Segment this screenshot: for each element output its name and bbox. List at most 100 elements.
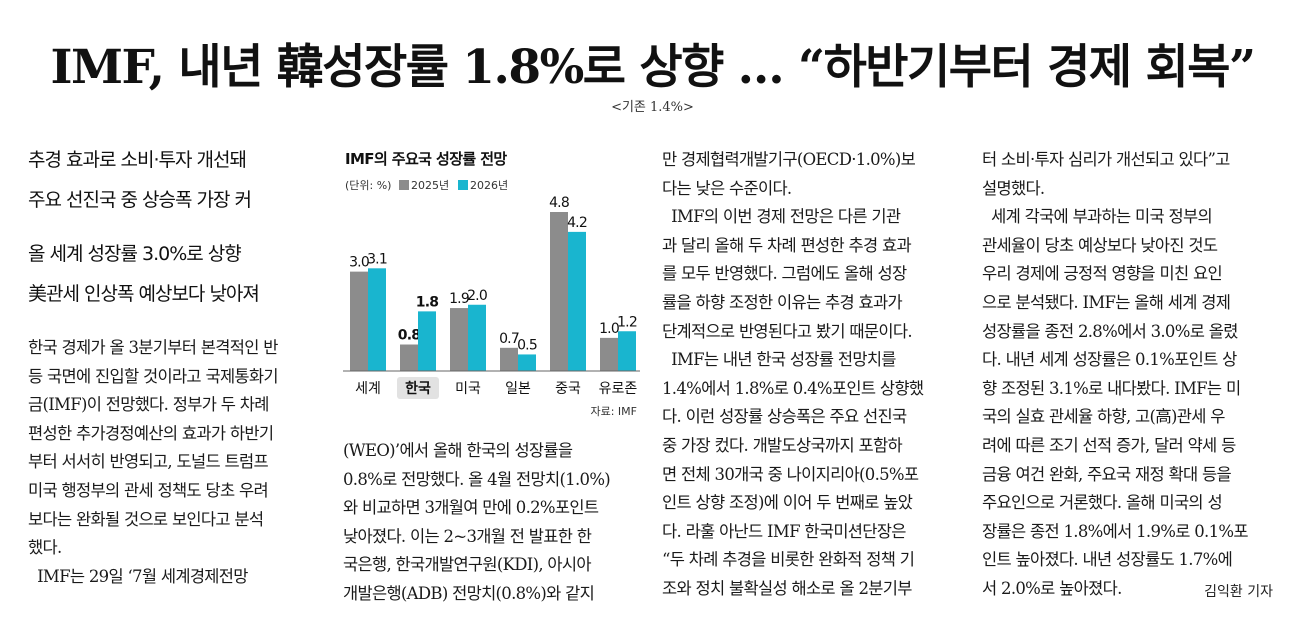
bar-중국-2025년 bbox=[550, 212, 568, 371]
bar-value-label: 1.0 bbox=[599, 321, 619, 337]
byline: 김익환 기자 bbox=[1204, 584, 1273, 600]
highlight-category-box bbox=[397, 377, 439, 399]
text-line: “두 차례 추경을 비롯한 완화적 정책 기 bbox=[662, 550, 915, 570]
bar-미국-2026년 bbox=[468, 304, 486, 371]
subhead-2: 주요 선진국 중 상승폭 가장 커 bbox=[28, 189, 252, 211]
bar-일본-2025년 bbox=[500, 347, 518, 371]
text-line: 다는 낮은 수준이다. bbox=[662, 178, 792, 198]
text-line: IMF는 내년 한국 성장률 전망치를 bbox=[662, 350, 896, 370]
bar-value-label: 4.8 bbox=[549, 195, 569, 211]
category-label: 중국 bbox=[555, 381, 581, 397]
text-line: 관세율이 당초 예상보다 낮아진 것도 bbox=[982, 235, 1218, 255]
text-line: 등 국면에 진입할 것이라고 국제통화기 bbox=[28, 366, 279, 386]
text-line: 금(IMF)이 전망했다. 정부가 두 차례 bbox=[28, 395, 269, 415]
text-line: 를 모두 반영했다. 그럼에도 올해 성장 bbox=[662, 264, 907, 284]
text-line: 국은행, 한국개발연구원(KDI), 아시아 bbox=[343, 555, 592, 575]
text-line: 낮아졌다. 이는 2~3개월 전 발표한 한 bbox=[343, 526, 592, 546]
category-label: 일본 bbox=[505, 381, 531, 397]
growth-chart-svg: IMF의 주요국 성장률 전망 (단위: %) 2025년 2026년 3.03… bbox=[343, 150, 640, 418]
column-2-body: (WEO)’에서 올해 한국의 성장률을 0.8%로 전망했다. 올 4월 전망… bbox=[343, 437, 640, 609]
bar-세계-2025년 bbox=[350, 271, 368, 371]
text-line: 으로 분석됐다. IMF는 올해 세계 경제 bbox=[982, 292, 1231, 312]
text-line: 인트 상향 조정)에 이어 두 번째로 높았 bbox=[662, 493, 913, 513]
text-line: 성장률을 종전 2.8%에서 3.0%로 올렸 bbox=[982, 321, 1238, 341]
text-line: 다. 라훌 아난드 IMF 한국미션단장은 bbox=[662, 521, 906, 541]
text-line: IMF는 29일 ‘7월 세계경제전망 bbox=[28, 566, 248, 586]
text-line: 단계적으로 반영된다고 봤기 때문이다. bbox=[662, 321, 913, 341]
category-label: 한국 bbox=[405, 381, 431, 397]
bar-value-label: 1.9 bbox=[449, 291, 469, 307]
bar-value-label: 4.2 bbox=[567, 215, 587, 231]
category-label: 세계 bbox=[355, 381, 381, 397]
column-1: 추경 효과로 소비·투자 개선돼 주요 선진국 중 상승폭 가장 커 올 세계 … bbox=[28, 140, 318, 591]
headline: IMF, 내년 韓성장률 1.8%로 상향 … “하반기부터 경제 회복” bbox=[50, 40, 1257, 95]
text-line: 려에 따른 조기 선적 증가, 달러 약세 등 bbox=[982, 435, 1236, 455]
chart-title: IMF의 주요국 성장률 전망 bbox=[345, 150, 507, 168]
bar-value-label: 0.7 bbox=[499, 331, 519, 347]
chart-unit: (단위: %) bbox=[345, 179, 391, 192]
bar-value-label: 3.0 bbox=[349, 255, 369, 271]
text-line: IMF의 이번 경제 전망은 다른 기관 bbox=[662, 207, 901, 227]
legend-swatch-2025 bbox=[399, 180, 409, 190]
bar-일본-2026년 bbox=[518, 354, 536, 371]
category-label: 미국 bbox=[455, 381, 481, 397]
column-3: 만 경제협력개발기구(OECD·1.0%)보 다는 낮은 수준이다. IMF의 … bbox=[662, 146, 959, 604]
text-line: 미국 행정부의 관세 정책도 당초 우려 bbox=[28, 480, 269, 500]
column-2: IMF의 주요국 성장률 전망 (단위: %) 2025년 2026년 3.0 3… bbox=[343, 140, 640, 609]
bar-value-label: 1.2 bbox=[617, 314, 637, 330]
text-line: 서 2.0%로 높아졌다. bbox=[982, 578, 1122, 598]
text-line: 부터 서서히 반영되고, 도널드 트럼프 bbox=[28, 452, 269, 472]
bar-value-label: 0.8 bbox=[398, 328, 420, 344]
subhead-4: 美관세 인상폭 예상보다 낮아져 bbox=[28, 283, 260, 305]
bar-한국-2026년 bbox=[418, 311, 436, 371]
chart-source: 자료: IMF bbox=[590, 405, 637, 418]
text-line: 개발은행(ADB) 전망치(0.8%)와 같지 bbox=[343, 583, 595, 603]
text-line: 한국 경제가 올 3분기부터 본격적인 반 bbox=[28, 338, 278, 357]
text-line: 과 달리 올해 두 차례 편성한 추경 효과 bbox=[662, 235, 912, 255]
text-line: 금융 여건 완화, 주요국 재정 확대 등을 bbox=[982, 464, 1232, 484]
bar-value-label: 3.1 bbox=[367, 251, 387, 267]
text-line: 설명했다. bbox=[982, 178, 1045, 198]
text-line: 우리 경제에 긍정적 영향을 미친 요인 bbox=[982, 264, 1223, 284]
bar-유로존-2026년 bbox=[618, 331, 636, 371]
text-line: (WEO)’에서 올해 한국의 성장률을 bbox=[343, 441, 573, 460]
text-line: 면 전체 30개국 중 나이지리아(0.5%포 bbox=[662, 464, 919, 484]
text-line: 국의 실효 관세율 하향, 고(高)관세 우 bbox=[982, 407, 1225, 427]
text-line: 와 비교하면 3개월여 만에 0.2%포인트 bbox=[343, 498, 599, 518]
text-line: 주요인으로 거론했다. 올해 미국의 성 bbox=[982, 493, 1223, 513]
text-line: 만 경제협력개발기구(OECD·1.0%)보 bbox=[662, 150, 916, 169]
legend-swatch-2026 bbox=[458, 180, 468, 190]
bar-value-label: 2.0 bbox=[467, 288, 487, 304]
column-4: 터 소비·투자 심리가 개선되고 있다”고 설명했다. 세계 각국에 부과하는 … bbox=[982, 146, 1279, 604]
category-label: 유로존 bbox=[599, 381, 638, 397]
growth-chart: IMF의 주요국 성장률 전망 (단위: %) 2025년 2026년 3.0 3… bbox=[343, 140, 640, 433]
text-line: 세계 각국에 부과하는 미국 정부의 bbox=[982, 207, 1213, 227]
headline-subnote: <기존 1.4%> bbox=[611, 100, 694, 115]
subhead-3: 올 세계 성장률 3.0%로 상향 bbox=[28, 243, 242, 265]
column-1-body: 한국 경제가 올 3분기부터 본격적인 반 등 국면에 진입할 것이라고 국제통… bbox=[28, 334, 318, 591]
text-line: 1.4%에서 1.8%로 0.4%포인트 상향했 bbox=[662, 378, 924, 398]
legend-label-2026: 2026년 bbox=[470, 179, 508, 192]
text-line: 장률은 종전 1.8%에서 1.9%로 0.1%포 bbox=[982, 521, 1249, 541]
bar-value-label: 0.5 bbox=[517, 337, 537, 353]
text-line: 률을 하향 조정한 이유는 추경 효과가 bbox=[662, 292, 903, 312]
text-line: 중 가장 컸다. 개발도상국까지 포함하 bbox=[662, 435, 903, 455]
text-line: 터 소비·투자 심리가 개선되고 있다”고 bbox=[982, 150, 1230, 169]
text-line: 향 조정된 3.1%로 내다봤다. IMF는 미 bbox=[982, 378, 1241, 398]
bar-미국-2025년 bbox=[450, 308, 468, 371]
text-line: 다. 내년 세계 성장률은 0.1%포인트 상 bbox=[982, 350, 1237, 370]
text-line: 0.8%로 전망했다. 올 4월 전망치(1.0%) bbox=[343, 469, 611, 489]
text-line: 다. 이런 성장률 상승폭은 주요 선진국 bbox=[662, 407, 907, 427]
text-line: 했다. bbox=[28, 538, 62, 558]
bar-세계-2026년 bbox=[368, 268, 386, 371]
text-line: 보다는 완화될 것으로 보인다고 분석 bbox=[28, 509, 264, 529]
bar-value-label: 1.8 bbox=[416, 294, 438, 310]
text-line: 조와 정치 불확실성 해소로 올 2분기부 bbox=[662, 578, 912, 598]
legend-label-2025: 2025년 bbox=[411, 179, 449, 192]
bar-중국-2026년 bbox=[568, 231, 586, 371]
bar-한국-2025년 bbox=[400, 344, 418, 371]
subhead-1: 추경 효과로 소비·투자 개선돼 bbox=[28, 149, 247, 171]
bar-유로존-2025년 bbox=[600, 337, 618, 371]
text-line: 편성한 추가경정예산의 효과가 하반기 bbox=[28, 423, 274, 443]
text-line: 인트 높아졌다. 내년 성장률도 1.7%에 bbox=[982, 550, 1233, 570]
